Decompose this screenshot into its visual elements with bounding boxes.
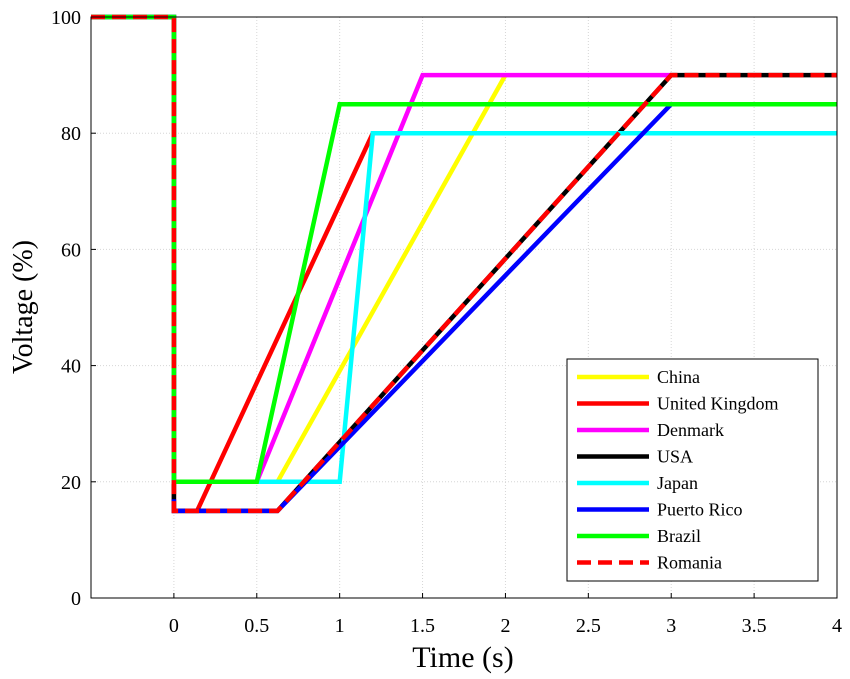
x-axis-ticks: 0 0.5 1 1.5 2 2.5 3 3.5 4 [169, 593, 842, 637]
legend-label: China [657, 367, 700, 387]
series-line-united-kingdom [91, 14, 375, 514]
legend-box [566, 358, 819, 582]
legend-label: USA [657, 447, 693, 467]
y-axis-ticks: 0 20 40 60 80 100 [51, 7, 96, 610]
x-tick-label: 4 [832, 615, 842, 637]
x-tick-label: 0 [169, 615, 179, 637]
plot-frame [90, 16, 838, 599]
legend-label: Puerto Rico [657, 500, 743, 520]
x-tick-label: 2 [500, 615, 510, 637]
legend-label: Japan [657, 473, 698, 493]
x-tick-label: 1.5 [410, 615, 435, 637]
legend-label: United Kingdom [657, 394, 779, 414]
legend: China United Kingdom Denmark USA Japan Puerto… [566, 358, 819, 582]
x-tick-label: 3 [666, 615, 676, 637]
legend-label: Romania [657, 553, 722, 573]
x-tick-label: 2.5 [576, 615, 601, 637]
y-tick-label: 80 [61, 123, 81, 145]
x-tick-label: 0.5 [244, 615, 269, 637]
y-tick-label: 60 [61, 239, 81, 261]
y-tick-label: 40 [61, 356, 81, 378]
x-tick-label: 1 [335, 615, 345, 637]
legend-label: Denmark [657, 420, 724, 440]
y-tick-label: 100 [51, 7, 81, 29]
x-axis-title: Time (s) [412, 641, 513, 674]
legend-label: Brazil [657, 526, 701, 546]
y-tick-label: 0 [71, 588, 81, 610]
y-tick-label: 20 [61, 472, 81, 494]
y-axis-title: Voltage (%) [8, 240, 39, 374]
x-tick-label: 3.5 [742, 615, 767, 637]
